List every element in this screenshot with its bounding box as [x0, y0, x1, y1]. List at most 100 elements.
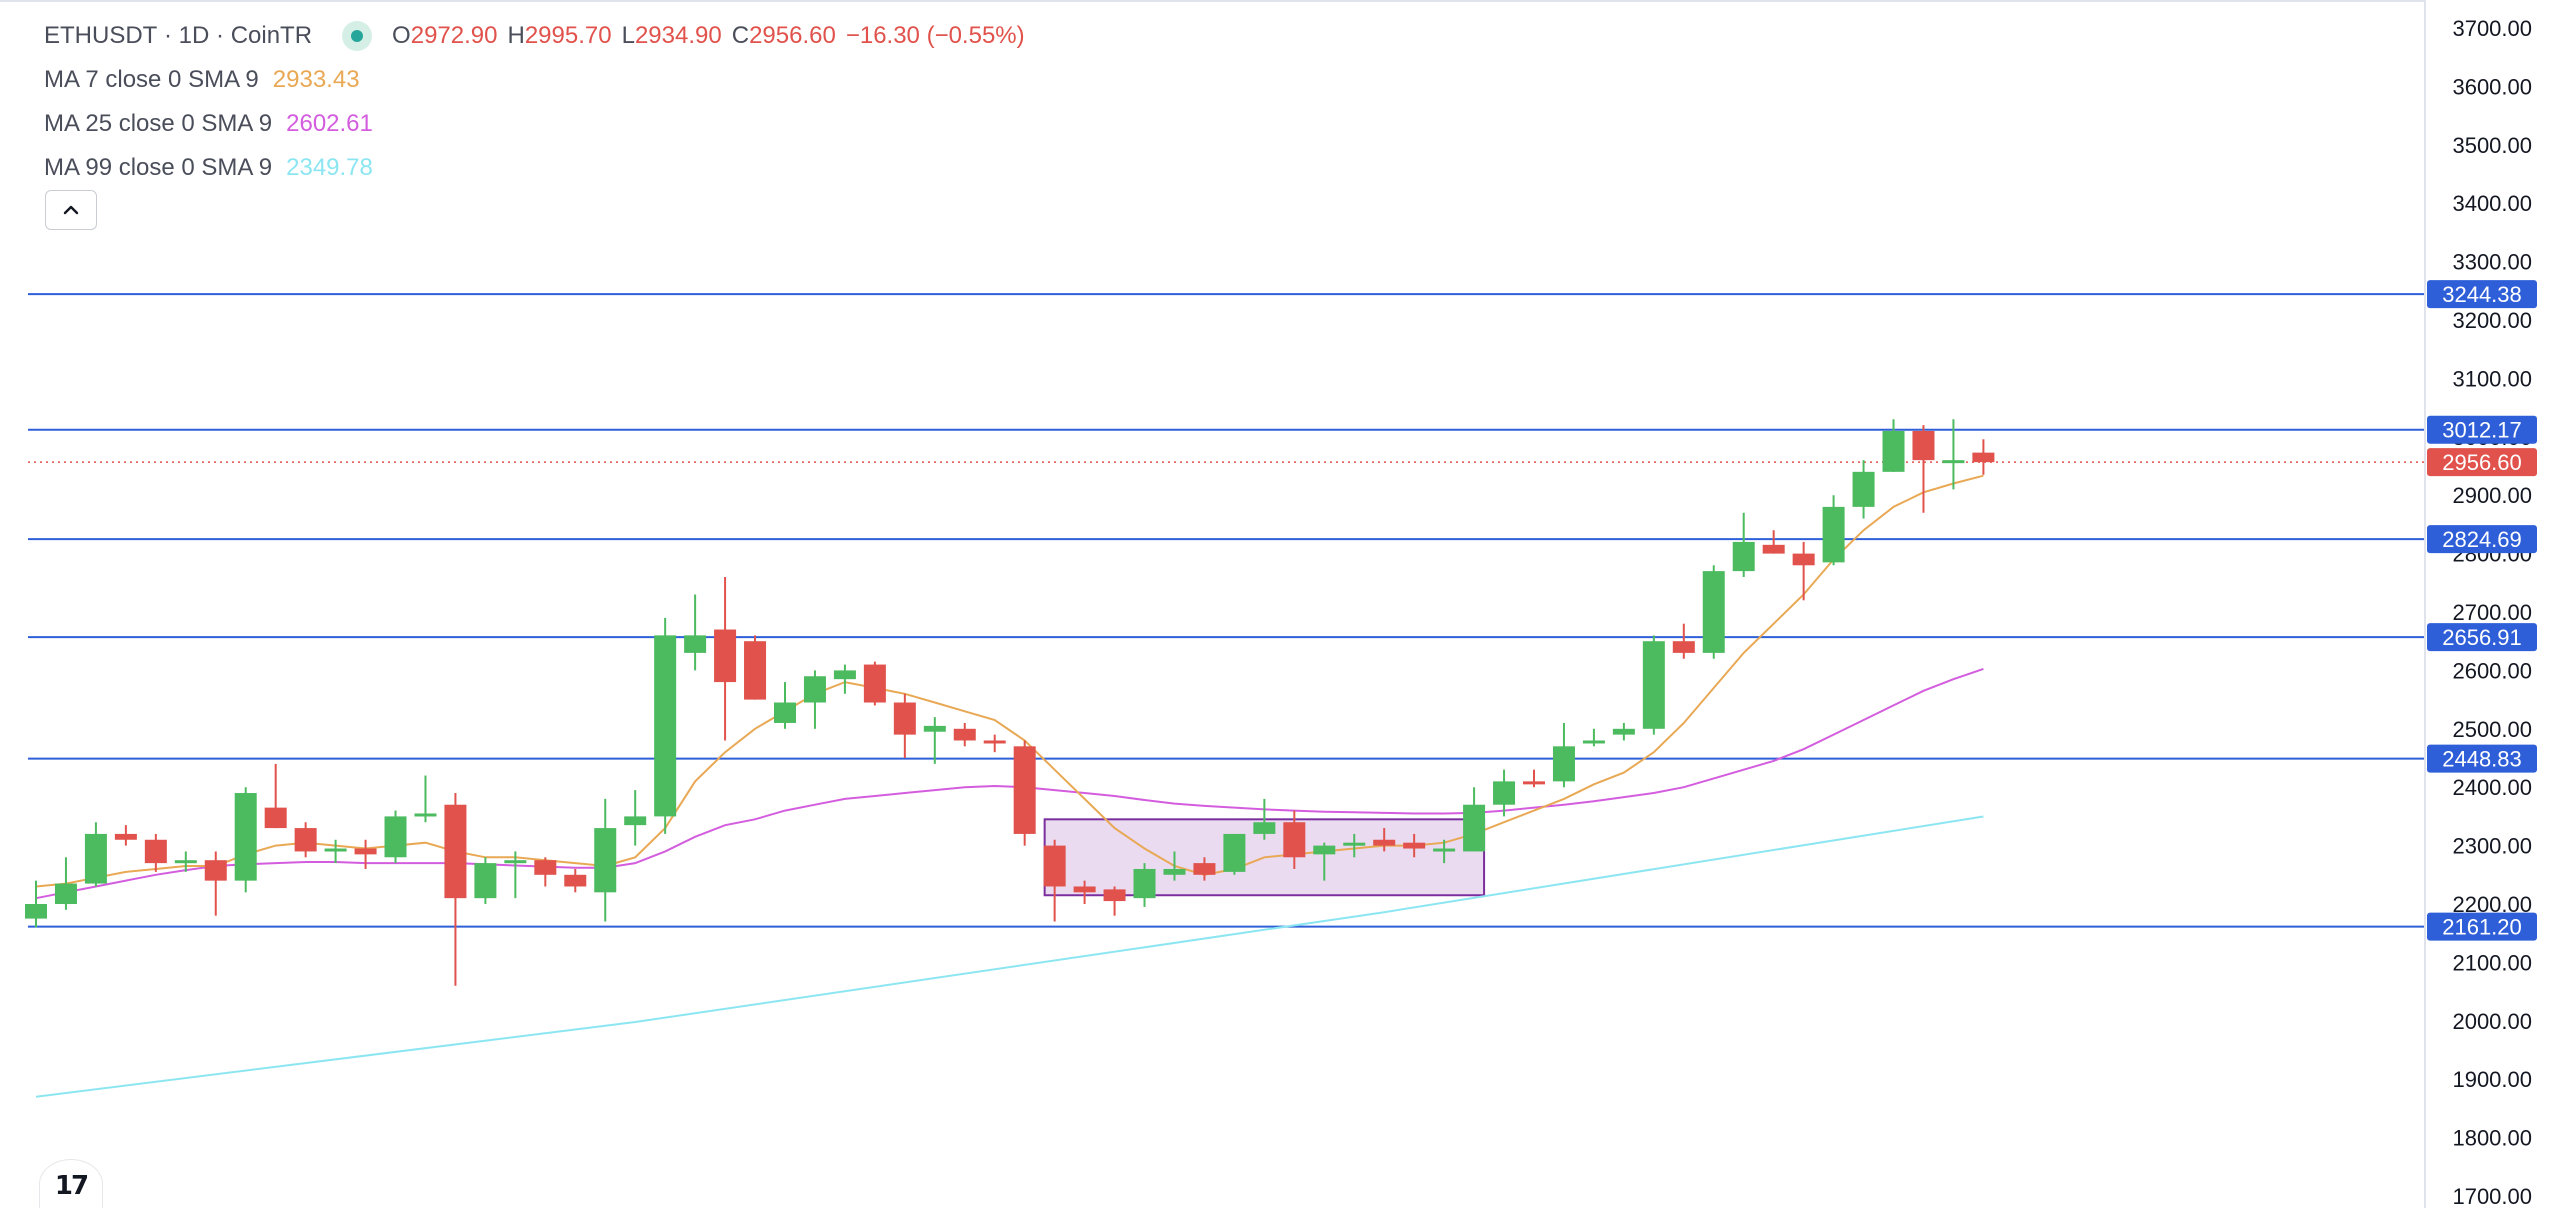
candle-body — [384, 816, 407, 858]
candle-body — [1373, 839, 1396, 846]
candle — [1552, 722, 1575, 788]
open-value: 2972.90 — [410, 22, 498, 49]
last-price-tag-bg — [2427, 448, 2537, 477]
candle-body — [1942, 460, 1965, 464]
price-tick-label: 1800.00 — [2452, 1126, 2532, 1151]
level-price-tag-bg — [2427, 623, 2537, 652]
close-value: 2956.60 — [749, 22, 836, 49]
candle — [1702, 565, 1725, 659]
level-price-tag-bg — [2427, 415, 2537, 444]
price-tick-label: 3300.00 — [2452, 250, 2532, 275]
candle — [474, 857, 497, 904]
candle-body — [1463, 804, 1486, 852]
candle-body — [264, 807, 287, 829]
candle — [1223, 833, 1246, 875]
candle — [25, 880, 47, 928]
candle-body — [1433, 848, 1456, 852]
candle-body — [684, 635, 707, 653]
indicator-ma99[interactable]: MA 99 close 0 SMA 9 2349.78 — [44, 146, 1035, 190]
candle-body — [983, 740, 1006, 744]
candle — [144, 833, 167, 872]
candle-body — [1163, 868, 1186, 875]
candle-body — [923, 725, 946, 732]
indicator-label: MA 7 close 0 SMA 9 — [44, 66, 259, 93]
candle-body — [714, 629, 737, 683]
candle — [1403, 833, 1426, 858]
level-price-tag-text: 2656.91 — [2442, 625, 2522, 650]
level-price-tag-bg — [2427, 280, 2537, 309]
high-value: 2995.70 — [524, 22, 612, 49]
candle-body — [294, 828, 317, 852]
candle-body — [893, 702, 916, 735]
interval-label[interactable]: 1D — [178, 22, 210, 49]
level-price-tag: 3012.17 — [2427, 415, 2537, 444]
candle — [1642, 635, 1665, 735]
indicator-value: 2602.61 — [286, 110, 373, 137]
candle-body — [204, 860, 227, 881]
tradingview-logo[interactable]: 17 — [40, 1160, 102, 1208]
level-price-tag-text: 2161.20 — [2442, 915, 2522, 940]
candle-body — [234, 793, 257, 881]
candle — [1762, 530, 1785, 554]
candle-body — [1672, 641, 1695, 653]
indicator-value: 2349.78 — [286, 154, 373, 181]
candle-body — [504, 860, 527, 864]
candle-body — [1642, 641, 1665, 729]
price-tick-label: 3100.00 — [2452, 366, 2532, 391]
candle — [1732, 512, 1755, 577]
candle — [1343, 833, 1366, 858]
candle-body — [1013, 746, 1036, 834]
candle — [1043, 839, 1066, 922]
indicator-ma25[interactable]: MA 25 close 0 SMA 9 2602.61 — [44, 102, 1035, 146]
close-key: C — [731, 22, 750, 49]
candle-body — [833, 670, 856, 680]
price-tick-label: 2400.00 — [2452, 775, 2532, 800]
candle-body — [1223, 833, 1246, 872]
candle — [1463, 787, 1486, 852]
candle — [264, 763, 287, 829]
candle — [174, 851, 197, 872]
change-value: −16.30 (−0.55%) — [845, 22, 1025, 49]
candle-body — [1552, 746, 1575, 782]
candle-body — [84, 833, 107, 884]
collapse-legend-button[interactable] — [45, 190, 97, 230]
candle — [1073, 880, 1096, 904]
candle-body — [594, 828, 617, 893]
candle-body — [534, 860, 557, 875]
candle-body — [744, 641, 767, 700]
candle-body — [1912, 430, 1935, 461]
candle-body — [354, 848, 377, 855]
candle-body — [1732, 541, 1755, 572]
level-price-tag-text: 3012.17 — [2442, 418, 2522, 443]
price-tick-label: 2500.00 — [2452, 717, 2532, 742]
symbol-name[interactable]: ETHUSDT — [44, 22, 158, 49]
candle-body — [174, 860, 197, 864]
candle — [534, 857, 557, 887]
open-key: O — [392, 22, 411, 49]
candle-body — [564, 874, 587, 887]
candle — [863, 661, 886, 706]
candle — [1942, 419, 1965, 490]
candle — [893, 693, 916, 758]
candle — [833, 664, 856, 694]
candle-body — [1702, 571, 1725, 653]
price-tick-label: 1700.00 — [2452, 1184, 2532, 1208]
candle-body — [1313, 845, 1336, 855]
price-tick-label: 2000.00 — [2452, 1009, 2532, 1034]
candle — [414, 775, 437, 823]
candle-body — [144, 839, 167, 864]
candle-body — [1103, 889, 1126, 902]
ma7-line — [35, 474, 1984, 888]
indicator-ma7[interactable]: MA 7 close 0 SMA 9 2933.43 — [44, 58, 1035, 102]
last-price-tag-text: 2956.60 — [2442, 450, 2522, 475]
candle — [54, 857, 77, 910]
candle — [204, 851, 227, 916]
candle — [354, 839, 377, 869]
level-price-tag-text: 2824.69 — [2442, 527, 2522, 552]
candle-body — [54, 883, 77, 904]
candle — [594, 798, 617, 922]
candle — [1493, 769, 1516, 817]
candle-body — [1612, 728, 1635, 735]
candle-body — [1882, 430, 1905, 472]
